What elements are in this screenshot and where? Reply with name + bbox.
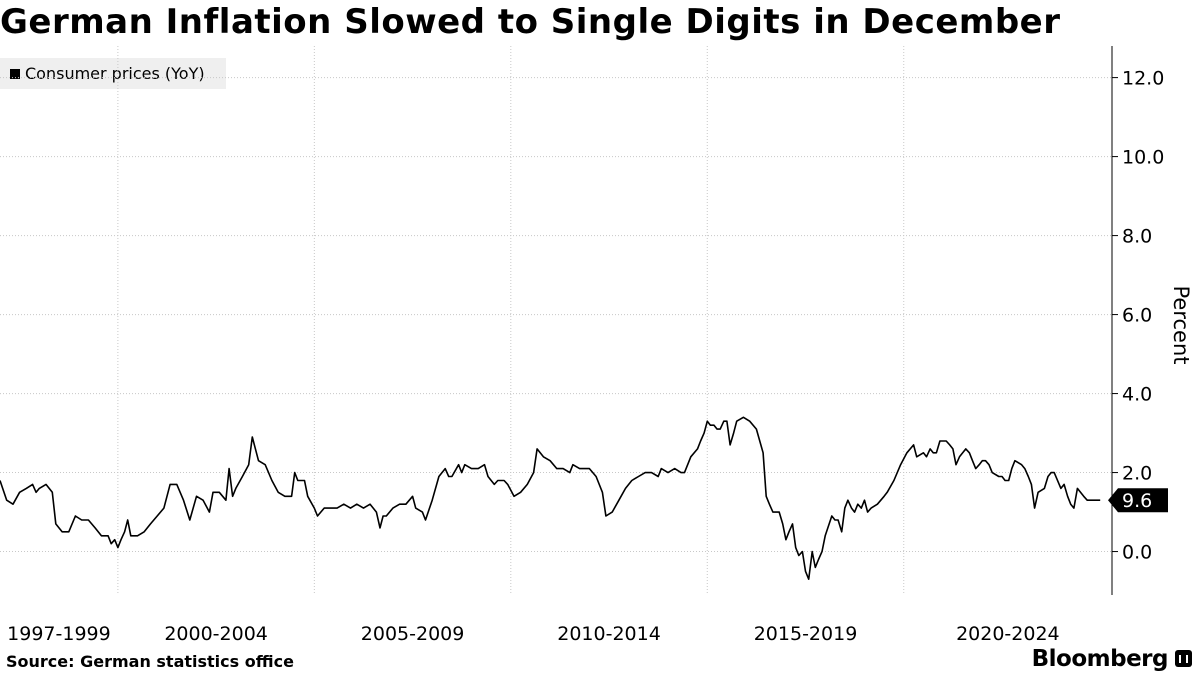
y-tick-label: 0.0	[1122, 542, 1152, 564]
chart-title: German Inflation Slowed to Single Digits…	[0, 2, 1061, 42]
series-line	[0, 416, 1101, 580]
x-period-label: 2020-2024	[956, 623, 1060, 645]
source-note: Source: German statistics office	[6, 652, 294, 671]
y-axis-label: Percent	[1169, 285, 1193, 364]
x-period-label: 2000-2004	[164, 623, 268, 645]
y-axis: 0.0 2.0 4.0 6.0 8.0 10.0 12.0	[1111, 46, 1164, 595]
y-tick-label: 2.0	[1122, 463, 1152, 485]
last-value-label: 9.6	[1122, 490, 1152, 512]
y-tick-label: 10.0	[1122, 147, 1164, 169]
grid-layer	[0, 46, 1112, 595]
y-tick-label: 8.0	[1122, 226, 1152, 248]
bloomberg-mark-icon	[1175, 650, 1192, 667]
x-period-label: 2005-2009	[360, 623, 465, 645]
x-period-label: 2015-2019	[753, 623, 858, 645]
x-period-label: 2010-2014	[557, 623, 661, 645]
y-tick-label: 6.0	[1122, 305, 1152, 327]
x-period-label: 1997-1999	[7, 623, 111, 645]
line-layer	[0, 416, 1101, 580]
legend: Consumer prices (YoY)	[0, 58, 226, 89]
legend-swatch	[10, 68, 20, 79]
bloomberg-logo: Bloomberg	[1031, 646, 1169, 672]
last-value-badge-bg	[1108, 488, 1168, 513]
y-tick-label: 12.0	[1122, 68, 1164, 90]
y-tick-label: 4.0	[1122, 384, 1152, 406]
last-value-badge: 9.6	[1108, 488, 1168, 513]
legend-label: Consumer prices (YoY)	[25, 64, 205, 83]
